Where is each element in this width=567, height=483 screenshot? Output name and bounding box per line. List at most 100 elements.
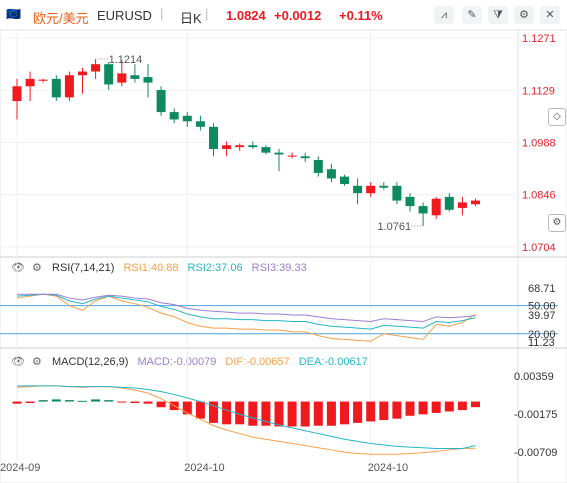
eye-icon[interactable]: 👁 (11, 262, 25, 274)
macd-histogram-bar (457, 401, 467, 411)
candle-body (431, 198, 441, 216)
candle-body (274, 152, 284, 155)
divider: | (205, 6, 209, 21)
macd-histogram-bar (340, 401, 349, 425)
candle-body (444, 196, 454, 210)
candle-body (91, 64, 101, 72)
candle-body (195, 121, 205, 127)
last-price: 1.0824 (226, 8, 266, 23)
candle (195, 115, 205, 131)
rsi1-value: RSI1:40.88 (123, 262, 179, 274)
candle (130, 64, 140, 83)
candle-body (222, 145, 232, 149)
macd-histogram-bar (91, 399, 101, 402)
candle-body (261, 147, 271, 153)
close-icon[interactable]: ✕ (540, 6, 560, 24)
candle (78, 67, 87, 94)
candle-body (457, 202, 467, 208)
macd-histogram-bar (51, 399, 61, 402)
candle (471, 198, 480, 207)
rsi-series-line (17, 293, 476, 323)
price-change: +0.0012 (274, 8, 322, 23)
macd-histogram-bar (78, 400, 87, 402)
indicator-icon[interactable]: ⩘ (434, 6, 454, 24)
candle (326, 163, 336, 183)
candle (366, 182, 376, 197)
rsi3-value: RSI3:39.33 (251, 262, 307, 274)
candle (12, 78, 22, 120)
candle (25, 71, 35, 102)
candle (209, 123, 218, 157)
flag-icon: 🇪🇺 (6, 7, 21, 21)
gear-icon[interactable]: ⚙ (32, 356, 42, 368)
settings-icon[interactable]: ⚙ (514, 6, 534, 24)
candle (248, 141, 258, 149)
candle (38, 78, 48, 83)
rsi-tick-label: 50.00 (528, 301, 556, 313)
dea-value: DEA:-0.00617 (298, 356, 368, 368)
candle (261, 145, 271, 155)
rsi2-value: RSI2:37.06 (187, 262, 243, 274)
price-change-pct: +0.11% (339, 8, 383, 23)
compare-icon[interactable]: ⧩ (488, 6, 508, 24)
candle (104, 62, 114, 90)
chart-settings-icon[interactable]: ⚙ (548, 214, 566, 232)
candle-body (235, 145, 245, 148)
candle (169, 108, 179, 124)
candle (156, 86, 166, 116)
low-annotation: 1.0761 (377, 221, 411, 233)
price-tick-label: 1.1271 (522, 33, 556, 45)
price-tick-label: 1.1129 (522, 85, 555, 97)
candle (418, 202, 428, 226)
rsi-tick-label: 20.00 (528, 329, 556, 341)
divider: | (160, 6, 164, 21)
macd-histogram-bar (418, 401, 428, 415)
eye-icon[interactable]: 👁 (11, 356, 25, 368)
draw-icon[interactable]: ✎ (462, 6, 482, 24)
macd-series-line (16, 385, 476, 455)
macd-histogram-bar (405, 401, 415, 416)
macd-histogram-bar (25, 401, 35, 403)
macd-histogram-bar (444, 401, 454, 412)
price-tick-label: 1.0988 (522, 137, 556, 149)
macd-histogram-bar (366, 401, 376, 422)
macd-histogram-bar (392, 401, 402, 419)
macd-histogram-bar (326, 401, 336, 426)
rsi-series-line (16, 293, 476, 342)
candle-body (130, 75, 140, 79)
macd-histogram-bar (235, 401, 245, 425)
price-tick-label: 1.0846 (522, 190, 556, 202)
candle-body (169, 112, 179, 120)
candle-body (248, 145, 258, 148)
candle-body (340, 176, 349, 184)
candle-body (182, 115, 192, 122)
macd-histogram-bar (12, 401, 22, 404)
candle-body (25, 78, 35, 87)
candle (222, 141, 232, 157)
macd-histogram-bar (143, 401, 153, 404)
chart-style-icon[interactable]: ◇ (548, 108, 566, 126)
candle (457, 196, 467, 216)
candle-body (209, 126, 218, 149)
macd-tick-label: -0.00175 (514, 409, 557, 421)
rsi-tick-label: 11.23 (528, 337, 555, 349)
candle-body (51, 78, 61, 98)
candle (64, 71, 74, 102)
rsi-series-line (16, 293, 476, 330)
macd-histogram-bar (104, 400, 114, 402)
price-tick-label: 1.0704 (522, 242, 556, 254)
candle-body (326, 169, 336, 179)
candle-body (471, 200, 480, 205)
macd-histogram-bar (248, 401, 258, 426)
candle-body (418, 206, 428, 214)
timeframe-selector[interactable]: 日K (180, 11, 202, 26)
macd-histogram-bar (64, 400, 74, 402)
macd-histogram-bar (261, 401, 271, 426)
candle (91, 59, 101, 79)
candle (431, 196, 441, 219)
candle (182, 112, 192, 127)
candle-body (287, 155, 297, 157)
gear-icon[interactable]: ⚙ (32, 262, 42, 274)
candle-body (12, 86, 22, 102)
